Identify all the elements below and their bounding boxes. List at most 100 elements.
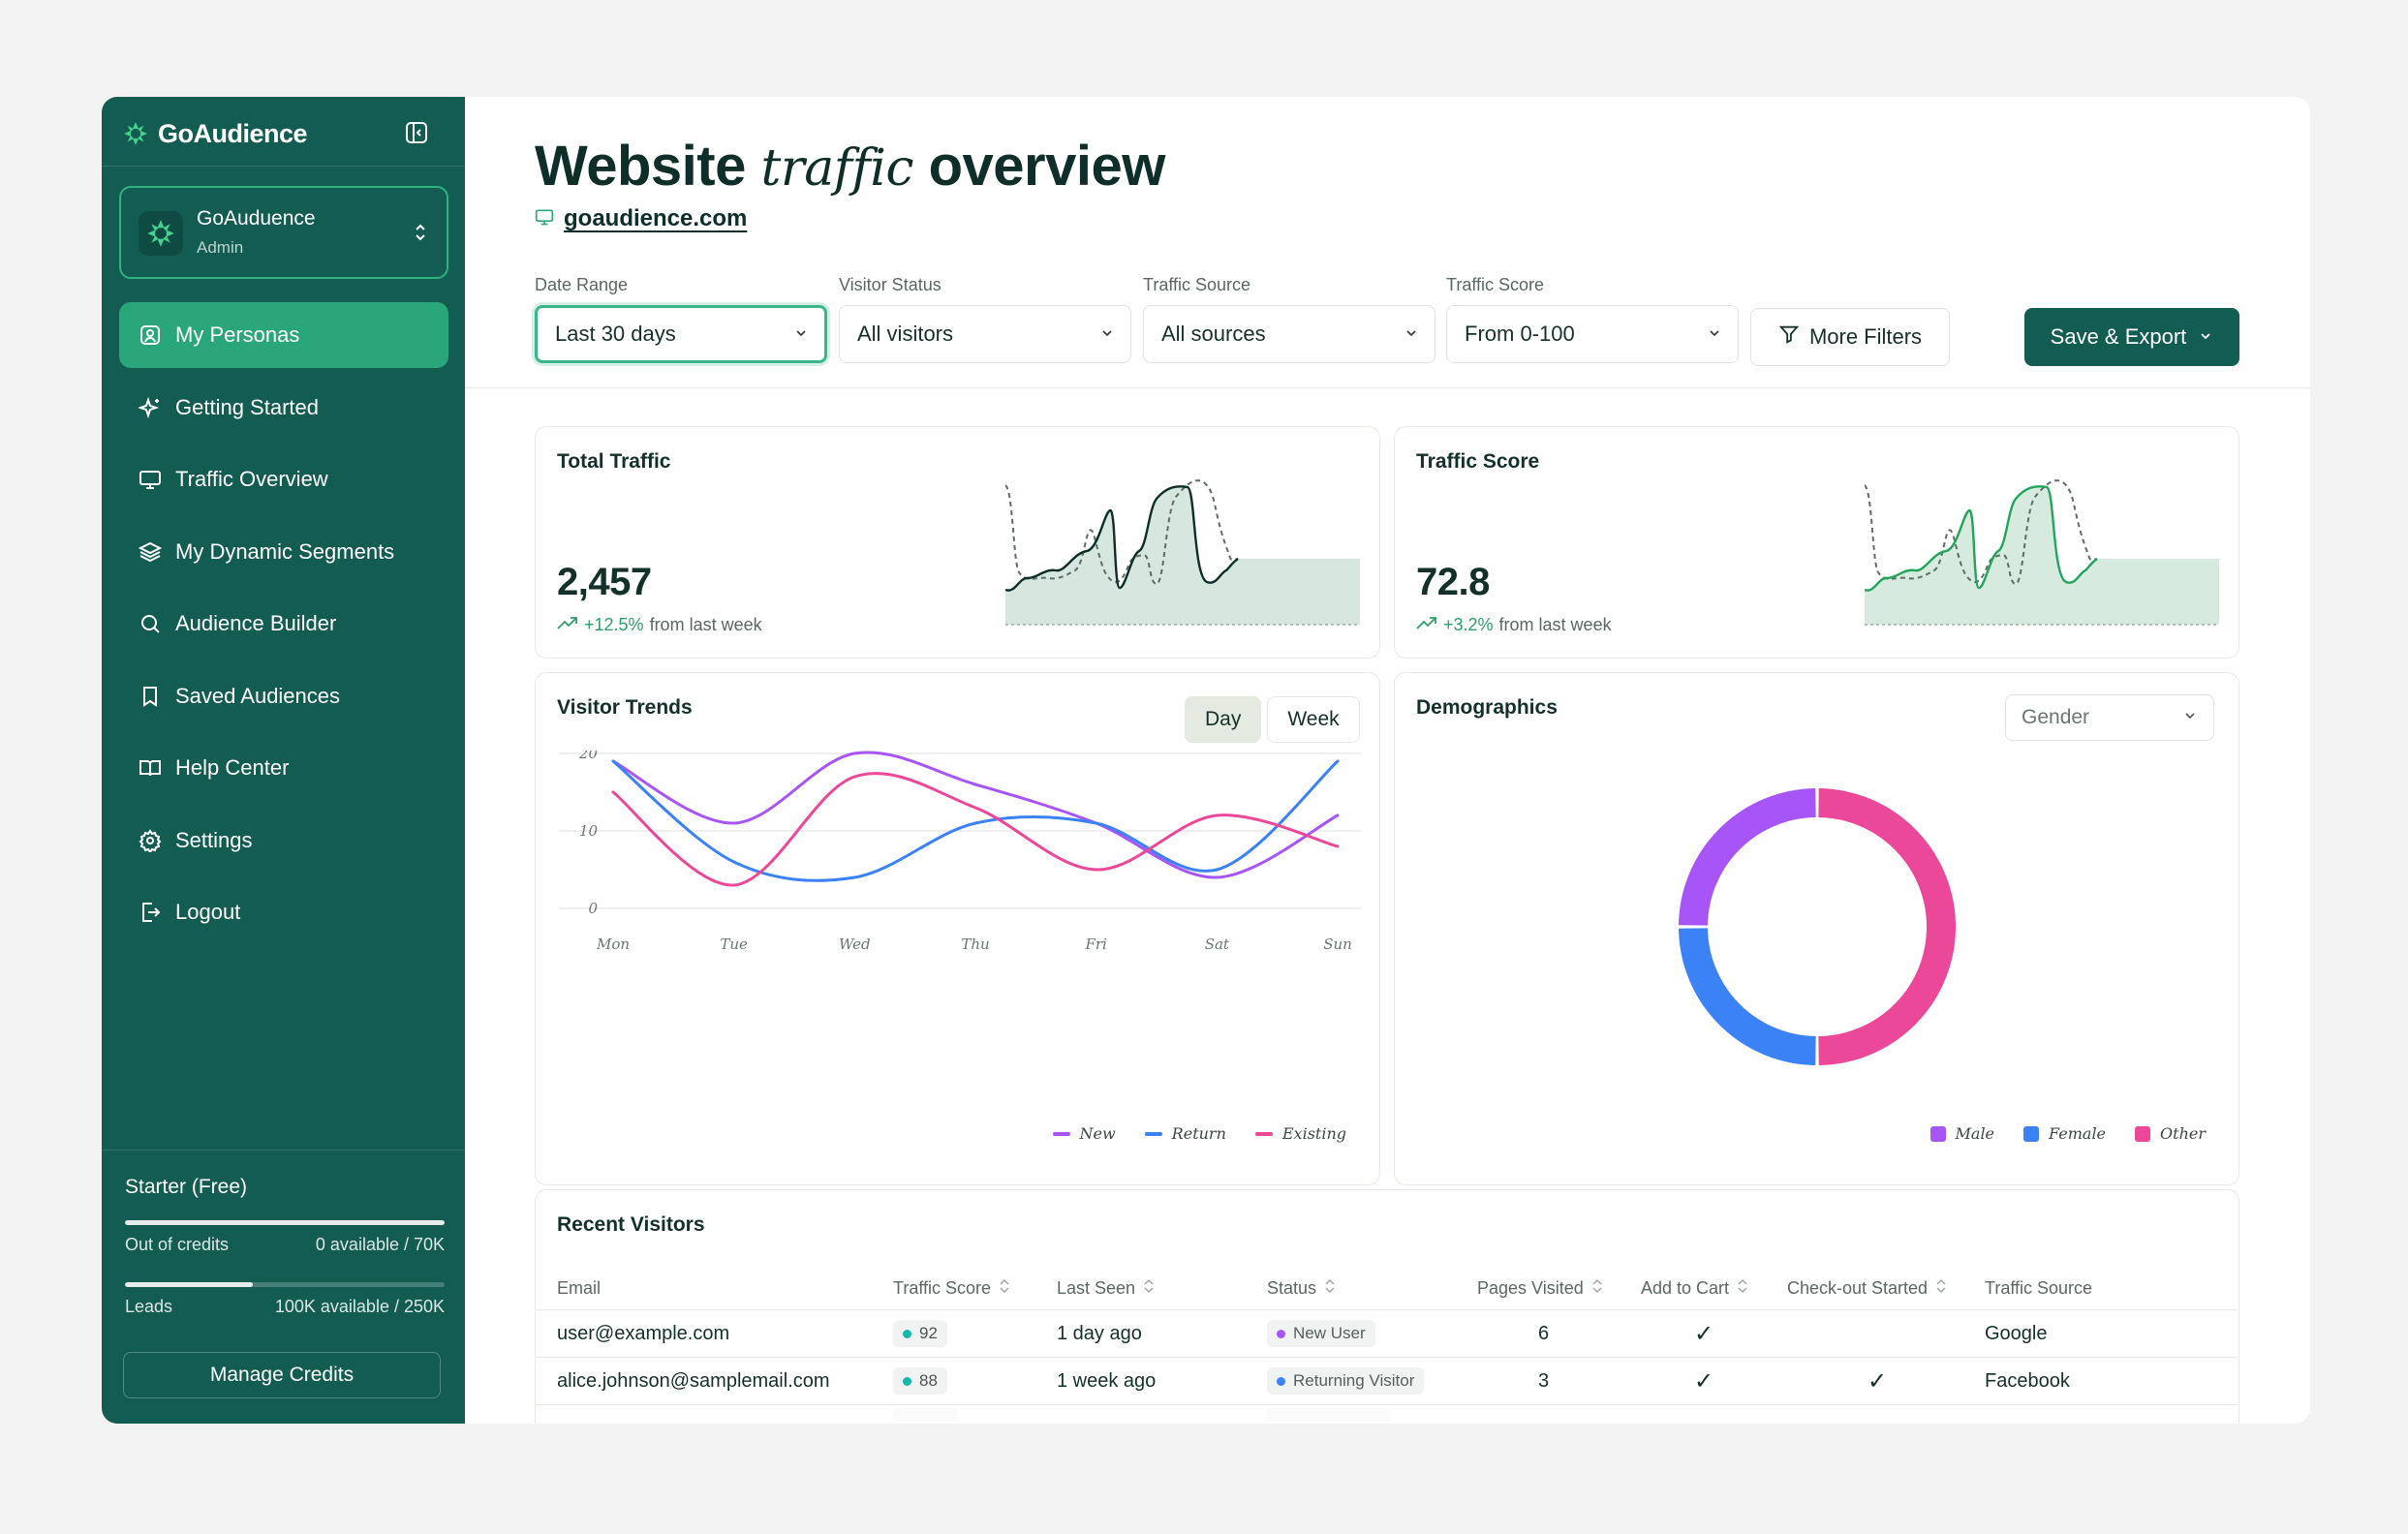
credits-progress-bar [125,1220,445,1225]
brand[interactable]: GoAudience [123,116,308,151]
domain-row: goaudience.com [535,205,747,232]
series-line-existing [611,772,1340,887]
cell-email: alice.johnson@samplemail.com [557,1369,830,1392]
delta-row: +12.5% from last week [557,615,762,635]
sort-icon [1324,1278,1336,1299]
delta-text: from last week [1498,615,1612,634]
collapse-sidebar-button[interactable] [402,118,431,147]
table-row-partial [536,1405,2238,1424]
chevron-down-icon [2182,706,2198,729]
save-export-label: Save & Export [2050,324,2187,349]
sidebar-item-label: Audience Builder [175,611,337,635]
score-dot [903,1376,911,1386]
traffic-source-select[interactable]: All sources [1143,305,1436,363]
column-header-checkout-started[interactable]: Check-out Started [1787,1268,1947,1309]
table-row[interactable]: alice.johnson@samplemail.com 88 1 week a… [536,1358,2238,1405]
sidebar-item-saved-audiences[interactable]: Saved Audiences [119,663,448,729]
card-title: Demographics [1416,696,1558,719]
manage-credits-button[interactable]: Manage Credits [123,1352,441,1398]
column-header-traffic-source[interactable]: Traffic Source [1985,1278,2093,1298]
filter-date-range: Date Range Last 30 days [535,275,827,363]
legend-swatch [1052,1131,1070,1136]
donut-slice-male [1679,788,1816,926]
column-header-traffic-score[interactable]: Traffic Score [893,1268,1010,1309]
app-window: GoAudience GoAuduence [102,97,2310,1424]
x-tick-label: Sat [1205,936,1230,953]
table-header: Email Traffic Score Last Seen Status Pag… [536,1268,2238,1310]
cell-email: user@example.com [557,1322,730,1344]
workspace-switcher[interactable]: GoAuduence Admin [119,186,448,279]
score-pill: 88 [893,1367,947,1395]
x-tick-label: Wed [839,936,871,953]
cell-pages-visited: 6 [1538,1322,1550,1344]
title-part-2: overview [928,135,1166,198]
sort-icon [1591,1278,1603,1299]
select-value: All sources [1161,322,1266,346]
layers-icon [139,540,162,564]
x-tick-label: Thu [961,936,989,953]
status-dot [1277,1376,1285,1386]
sidebar-item-logout[interactable]: Logout [119,879,448,945]
sidebar-item-help-center[interactable]: Help Center [119,735,448,801]
sidebar-item-getting-started[interactable]: Getting Started [119,375,448,441]
sidebar-item-traffic-overview[interactable]: Traffic Overview [119,446,448,512]
date-range-select[interactable]: Last 30 days [535,305,827,363]
traffic-score-select[interactable]: From 0-100 [1446,305,1739,363]
sidebar-nav: My Personas Getting Started Traffic Over… [119,302,448,952]
sidebar-item-label: Settings [175,827,253,852]
title-part-1: Website [535,135,746,198]
chevron-down-icon [793,322,809,347]
table-row[interactable]: user@example.com 92 1 day ago New User 6… [536,1310,2238,1358]
gear-icon [139,828,162,852]
sparkles-icon [139,396,162,419]
score-pill [893,1408,957,1422]
toggle-day-button[interactable]: Day [1185,696,1262,743]
column-header-status[interactable]: Status [1267,1268,1336,1309]
legend-item-other: Other [2135,1124,2206,1143]
toggle-week-button[interactable]: Week [1267,696,1360,743]
x-tick-label: Tue [720,936,748,953]
demographics-select[interactable]: Gender [2005,694,2214,741]
column-header-pages-visited[interactable]: Pages Visited [1477,1268,1603,1309]
save-export-button[interactable]: Save & Export [2024,308,2239,366]
page-title: Website traffic overview [535,134,1165,199]
legend-item-return: Return [1144,1124,1226,1143]
total-traffic-value: 2,457 [557,561,652,603]
logo-icon [123,121,148,146]
sidebar-item-my-personas[interactable]: My Personas [119,302,448,368]
cell-last-seen: 1 day ago [1057,1322,1142,1344]
legend-item-male: Male [1929,1124,1995,1143]
cell-traffic-score: 92 [893,1310,947,1357]
filter-funnel-icon [1778,323,1800,351]
chevron-down-icon [1404,322,1419,347]
sidebar-item-my-dynamic-segments[interactable]: My Dynamic Segments [119,519,448,585]
divider [465,387,2310,388]
sidebar-item-settings[interactable]: Settings [119,808,448,874]
y-tick-label: 0 [588,900,598,917]
cell-status: Returning Visitor [1267,1358,1425,1404]
score-pill: 92 [893,1320,947,1347]
sort-icon [999,1278,1010,1299]
total-traffic-sparkline [1005,479,1360,626]
sort-icon [1935,1278,1947,1299]
chevron-down-icon [1099,322,1115,347]
leads-label: Leads [125,1297,173,1316]
column-header-email[interactable]: Email [557,1278,602,1298]
cell-add-to-cart: ✓ [1694,1320,1714,1347]
column-header-add-to-cart[interactable]: Add to Cart [1641,1268,1748,1309]
sidebar-item-label: Saved Audiences [175,683,341,708]
sidebar-item-label: My Dynamic Segments [175,538,395,564]
card-title: Recent Visitors [557,1213,705,1236]
legend-label: Other [2160,1124,2206,1143]
legend-label: Male [1955,1124,1995,1143]
card-title: Visitor Trends [557,696,693,719]
sidebar-item-audience-builder[interactable]: Audience Builder [119,591,448,657]
column-header-last-seen[interactable]: Last Seen [1057,1268,1155,1309]
legend-label: Return [1171,1124,1226,1143]
domain-link[interactable]: goaudience.com [564,205,748,231]
more-filters-button[interactable]: More Filters [1750,308,1950,366]
monitor-icon [535,207,554,231]
visitor-status-select[interactable]: All visitors [839,305,1131,363]
user-square-icon [139,323,162,347]
status-badge: Returning Visitor [1267,1367,1425,1395]
